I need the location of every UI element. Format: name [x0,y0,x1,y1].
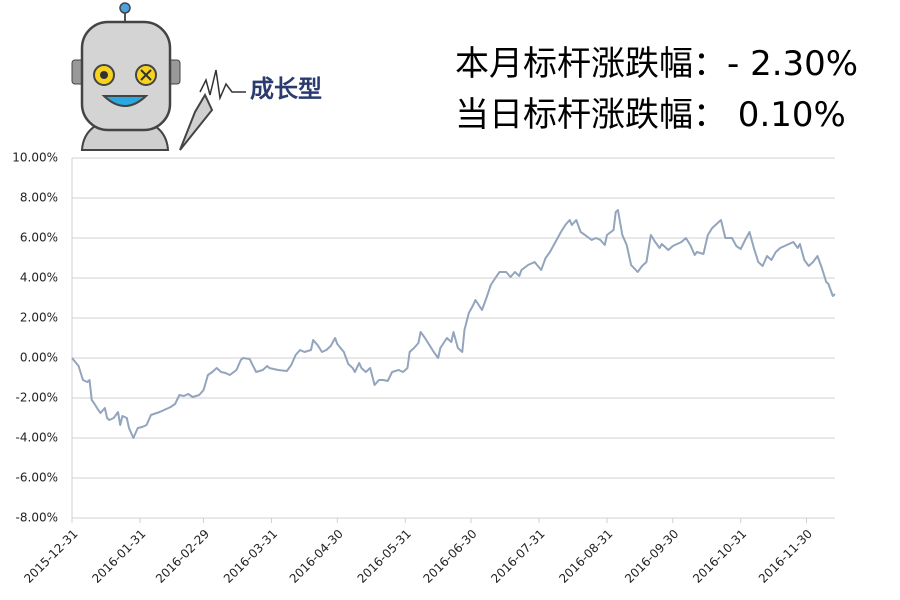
x-tick-label: 2016-01-31 [89,527,148,586]
y-tick-label: -6.00% [16,471,58,485]
x-tick-label: 2016-07-31 [488,527,547,586]
y-tick-label: -4.00% [16,431,58,445]
y-tick-label: 10.00% [12,151,58,165]
x-tick-label: 2016-05-31 [355,527,414,586]
x-tick-label: 2015-12-31 [21,527,80,586]
x-tick-label: 2016-10-31 [690,527,749,586]
x-tick-label: 2016-03-31 [221,527,280,586]
y-tick-label: 0.00% [20,351,58,365]
logo-text: 成长型 [250,75,322,103]
x-tick-label: 2016-06-30 [420,527,479,586]
header-line: 本月标杆涨跌幅：- 2.30% [455,44,858,84]
x-tick-label: 2016-09-30 [622,527,681,586]
y-tick-label: 4.00% [20,271,58,285]
x-tick-label: 2016-02-29 [153,527,212,586]
y-tick-label: 6.00% [20,231,58,245]
y-tick-label: -8.00% [16,511,58,525]
y-tick-label: 2.00% [20,311,58,325]
y-tick-label: -2.00% [16,391,58,405]
x-tick-label: 2016-11-30 [756,527,815,586]
x-tick-label: 2016-04-30 [287,527,346,586]
y-tick-label: 8.00% [20,191,58,205]
robot-logo: 成长型 [71,2,322,151]
x-tick-label: 2016-08-31 [556,527,615,586]
header-line: 当日标杆涨跌幅： 0.10% [455,95,846,135]
series-line [71,209,836,439]
